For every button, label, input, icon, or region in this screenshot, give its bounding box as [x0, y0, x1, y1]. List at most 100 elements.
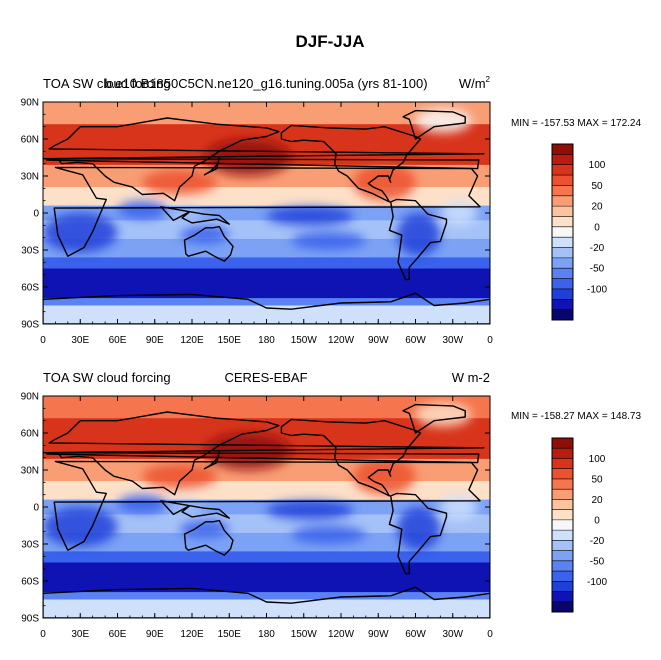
zonal-band [43, 403, 490, 408]
zonal-band [43, 521, 490, 527]
y-tick-label: 30S [21, 246, 39, 257]
colorbar-frame [551, 143, 574, 321]
zonal-band [43, 187, 490, 192]
zonal-band [43, 275, 490, 281]
coastline [183, 225, 234, 262]
colorbar-swatch [552, 206, 573, 217]
y-tick-label: 30N [21, 172, 39, 183]
colorbar-swatch [552, 154, 573, 166]
colorbar-label: 50 [591, 474, 603, 485]
panel1-axes: 0 30E 60E 90E 120E 150E 180 150W 120W 90W 60W 30W 09… [21, 98, 494, 347]
colorbar-swatch [552, 309, 573, 321]
zonal-band [43, 109, 490, 114]
panel-model: TOA SW cloud forcing b.e10.B1850C5CN.ne1… [21, 75, 642, 346]
zonal-band [43, 301, 490, 307]
zonal-band [43, 316, 490, 321]
colorbar-label: 0 [594, 222, 600, 233]
zonal-band [43, 113, 490, 118]
zonal-band [43, 283, 490, 288]
colorbar-label: 0 [594, 515, 600, 526]
anomaly [204, 433, 292, 470]
anomaly [204, 139, 292, 176]
coastline [203, 450, 221, 470]
zonal-band [43, 287, 490, 292]
y-tick-label: 30N [21, 466, 39, 477]
colorbar-label: -50 [590, 264, 605, 275]
coastline [53, 166, 481, 257]
zonal-band [43, 246, 490, 251]
zonal-band [43, 569, 490, 575]
colorbar-swatch [552, 601, 573, 613]
coastline [53, 460, 481, 551]
colorbar-swatch [552, 489, 573, 500]
x-tick-label: 0 [40, 335, 46, 346]
panel2-title-left: TOA SW cloud forcing [43, 370, 171, 385]
anomaly [179, 225, 230, 244]
colorbar-swatch [552, 185, 573, 197]
zonal-band [43, 268, 490, 273]
x-tick-label: 120E [180, 629, 204, 640]
colorbar-swatch [552, 164, 573, 176]
colorbar-swatch [552, 144, 573, 155]
zonal-band [43, 257, 490, 262]
colorbar-swatch [552, 591, 573, 603]
zonal-band [43, 492, 490, 497]
panel2-title-center: CERES-EBAF [224, 370, 307, 385]
zonal-band [43, 227, 490, 233]
zonal-band [43, 261, 490, 266]
colorbar-swatch [552, 226, 573, 238]
x-tick-label: 0 [40, 629, 46, 640]
zonal-band [43, 514, 490, 519]
coastline [280, 418, 422, 497]
coastline [280, 124, 422, 203]
y-tick-label: 60S [21, 577, 39, 588]
x-tick-label: 60W [405, 629, 426, 640]
zonal-band [43, 477, 490, 482]
anomaly [396, 506, 441, 551]
zonal-band [43, 503, 490, 508]
zonal-band [43, 525, 490, 530]
panel1-stats: MIN = -157.53 MAX = 172.24 [511, 118, 642, 129]
zonal-band [43, 466, 490, 471]
y-tick-label: 90N [21, 98, 39, 109]
zonal-band [43, 584, 490, 589]
zonal-band [43, 577, 490, 582]
coastlines [43, 109, 490, 324]
x-tick-label: 0 [487, 629, 493, 640]
x-tick-label: 150W [291, 629, 318, 640]
colorbar-label: 100 [589, 454, 606, 465]
x-tick-label: 60W [405, 335, 426, 346]
zonal-band [43, 120, 490, 125]
zonal-band [43, 540, 490, 545]
x-tick-label: 0 [487, 335, 493, 346]
colorbar-swatch [552, 247, 573, 259]
colorbar-frame [551, 437, 574, 613]
colorbar-swatch [552, 530, 573, 541]
y-tick-label: 0 [33, 209, 39, 220]
x-tick-label: 90W [368, 629, 389, 640]
zonal-band [43, 592, 490, 597]
colorbar-label: -20 [590, 243, 605, 254]
y-tick-label: 60S [21, 283, 39, 294]
x-tick-label: 150W [291, 335, 318, 346]
zonal-band [43, 238, 490, 244]
panel1-units: W/m2 [459, 75, 491, 91]
zonal-band [43, 298, 490, 303]
zonal-band [43, 176, 490, 181]
zonal-band [43, 407, 490, 412]
zonal-band [43, 562, 490, 567]
zonal-band [43, 581, 490, 586]
colorbar-swatch [552, 499, 573, 510]
panel1-title-left: TOA SW cloud forcing [43, 76, 171, 91]
y-tick-label: 60N [21, 429, 39, 440]
anomaly [43, 507, 118, 547]
anomaly [353, 457, 416, 495]
zonal-band [43, 312, 490, 318]
colorbar-label: 100 [589, 160, 606, 171]
coastline [43, 117, 485, 202]
zonal-band [43, 588, 490, 593]
colorbar-swatch [552, 458, 573, 470]
colorbar-label: -20 [590, 536, 605, 547]
coastline [43, 411, 485, 496]
colorbar-label: -100 [587, 284, 607, 295]
